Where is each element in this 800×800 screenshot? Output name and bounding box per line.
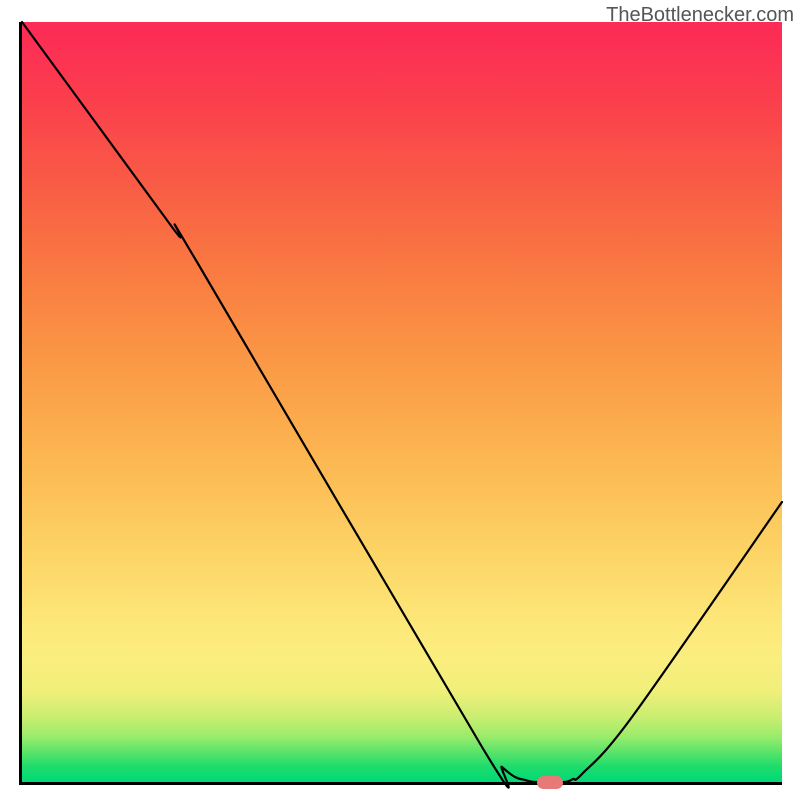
watermark-text: TheBottlenecker.com [606, 4, 794, 27]
x-axis [19, 782, 782, 785]
y-axis [19, 22, 22, 782]
chart-container: TheBottlenecker.com [0, 0, 800, 800]
minimum-marker [537, 776, 563, 789]
bottleneck-curve [0, 0, 800, 800]
